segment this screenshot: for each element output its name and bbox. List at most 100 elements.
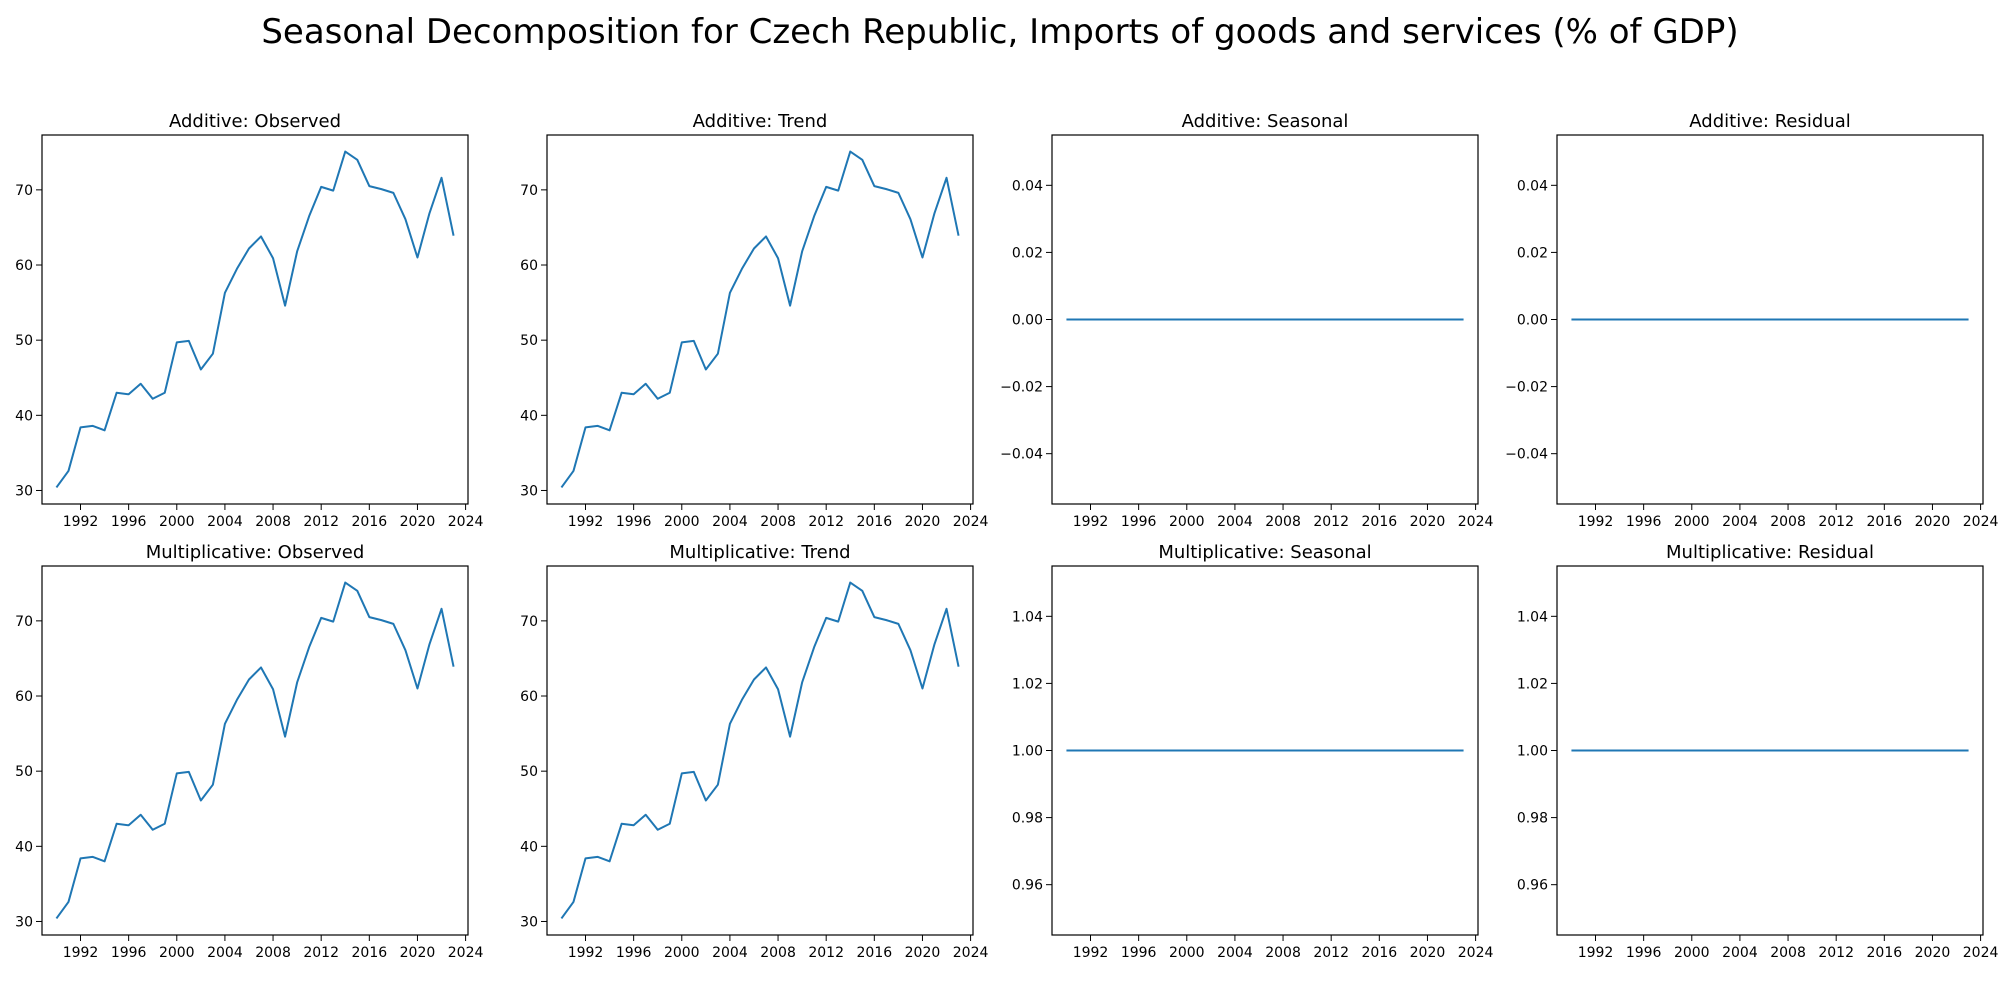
- x-tick-label: 2012: [808, 945, 844, 961]
- axes-frame: [546, 134, 974, 505]
- x-tick-label: 2012: [1313, 945, 1349, 961]
- subplot-title: Additive: Trend: [693, 111, 828, 132]
- y-tick-label: 1.00: [1012, 744, 1043, 760]
- x-tick-label: 2000: [664, 945, 700, 961]
- x-tick-label: 2016: [1867, 945, 1903, 961]
- series-line: [560, 150, 960, 489]
- x-tick-label: 2020: [1410, 945, 1446, 961]
- subplot-title: Multiplicative: Trend: [669, 542, 850, 563]
- x-tick-label: 2008: [255, 514, 291, 530]
- x-tick-label: 2004: [1722, 514, 1758, 530]
- subplot-6: Multiplicative: Trend 1992 1996 2000 2004 200…: [520, 542, 988, 961]
- x-tick-label: 2020: [400, 514, 436, 530]
- y-tick-label: 60: [520, 258, 538, 274]
- subplot-8: Multiplicative: Residual 1992 1996 2000 2004…: [1517, 542, 1999, 961]
- subplot-title: Additive: Seasonal: [1182, 111, 1349, 132]
- x-tick-label: 1992: [1073, 514, 1109, 530]
- y-tick-label: 50: [15, 333, 33, 349]
- y-tick-label: 30: [15, 914, 33, 930]
- x-tick-label: 2016: [1362, 514, 1398, 530]
- y-tick-label: 0.98: [1517, 811, 1548, 827]
- x-tick-label: 2024: [953, 514, 989, 530]
- y-tick-label: 50: [520, 333, 538, 349]
- y-tick-label: 70: [520, 183, 538, 199]
- y-tick-label: 0.04: [1012, 178, 1043, 194]
- x-tick-label: 1996: [616, 514, 652, 530]
- x-tick-label: 2004: [712, 514, 748, 530]
- x-tick-label: 2000: [159, 514, 195, 530]
- y-tick-label: 1.02: [1517, 676, 1548, 692]
- subplot-5: Multiplicative: Observed 1992 1996 2000 2004…: [15, 542, 483, 961]
- x-tick-label: 1992: [568, 514, 604, 530]
- x-tick-label: 2004: [207, 514, 243, 530]
- y-tick-label: 1.04: [1012, 609, 1043, 625]
- x-tick-label: 2008: [255, 945, 291, 961]
- x-tick-label: 2016: [352, 945, 388, 961]
- subplot-2: Additive: Trend 1992 1996 2000 2004 2008 2012 2…: [520, 111, 988, 530]
- x-tick-label: 2024: [1963, 514, 1999, 530]
- x-tick-label: 2020: [1915, 945, 1951, 961]
- x-tick-label: 2008: [1265, 514, 1301, 530]
- x-tick-label: 2000: [664, 514, 700, 530]
- subplot-3: Additive: Seasonal 1992 1996 2000 2004 2008 20…: [1000, 111, 1493, 530]
- x-tick-label: 1992: [568, 945, 604, 961]
- y-tick-label: 60: [15, 689, 33, 705]
- y-tick-label: 0.00: [1517, 313, 1548, 329]
- y-tick-label: 1.04: [1517, 609, 1548, 625]
- x-tick-label: 2004: [1217, 945, 1253, 961]
- y-tick-label: 70: [15, 614, 33, 630]
- x-tick-label: 2008: [760, 945, 796, 961]
- x-tick-label: 2000: [1674, 945, 1710, 961]
- y-tick-label: 30: [15, 483, 33, 499]
- x-tick-label: 2012: [1313, 514, 1349, 530]
- x-tick-label: 2004: [207, 945, 243, 961]
- x-tick-label: 2016: [857, 945, 893, 961]
- y-tick-label: 50: [520, 764, 538, 780]
- y-tick-label: 0.96: [1517, 878, 1548, 894]
- x-tick-label: 2016: [857, 514, 893, 530]
- series-line: [55, 581, 455, 920]
- y-tick-label: −0.02: [1505, 380, 1548, 396]
- y-tick-label: 40: [520, 839, 538, 855]
- subplot-title: Additive: Observed: [169, 111, 341, 132]
- y-tick-label: 40: [15, 408, 33, 424]
- x-tick-label: 2012: [1818, 945, 1854, 961]
- x-tick-label: 2024: [1458, 514, 1494, 530]
- x-tick-label: 2004: [1217, 514, 1253, 530]
- y-tick-label: 0.98: [1012, 811, 1043, 827]
- x-tick-label: 2000: [1169, 514, 1205, 530]
- x-tick-label: 1996: [1121, 514, 1157, 530]
- subplot-1: Additive: Observed 1992 1996 2000 2004 2008 20…: [15, 111, 483, 530]
- x-tick-label: 2008: [1265, 945, 1301, 961]
- x-tick-label: 1996: [1626, 945, 1662, 961]
- y-tick-label: 0.96: [1012, 878, 1043, 894]
- x-tick-label: 1992: [1578, 945, 1614, 961]
- axes-frame: [546, 565, 974, 936]
- x-tick-label: 2020: [905, 514, 941, 530]
- y-tick-label: 50: [15, 764, 33, 780]
- x-tick-label: 2020: [400, 945, 436, 961]
- x-tick-label: 1996: [111, 514, 147, 530]
- x-tick-label: 2024: [1963, 945, 1999, 961]
- y-tick-label: −0.02: [1000, 380, 1043, 396]
- x-tick-label: 2020: [905, 945, 941, 961]
- y-tick-label: 30: [520, 914, 538, 930]
- subplot-title: Multiplicative: Residual: [1666, 542, 1874, 563]
- subplot-title: Multiplicative: Seasonal: [1158, 542, 1371, 563]
- y-tick-label: 60: [520, 689, 538, 705]
- x-tick-label: 2012: [303, 514, 339, 530]
- y-tick-label: 60: [15, 258, 33, 274]
- x-tick-label: 2020: [1410, 514, 1446, 530]
- x-tick-label: 2008: [760, 514, 796, 530]
- y-tick-label: −0.04: [1505, 447, 1548, 463]
- y-tick-label: −0.04: [1000, 447, 1043, 463]
- x-tick-label: 2024: [953, 945, 989, 961]
- subplot-title: Multiplicative: Observed: [146, 542, 365, 563]
- x-tick-label: 2016: [352, 514, 388, 530]
- axes-frame: [41, 565, 469, 936]
- x-tick-label: 2004: [1722, 945, 1758, 961]
- x-tick-label: 2012: [808, 514, 844, 530]
- x-tick-label: 1996: [111, 945, 147, 961]
- subplot-7: Multiplicative: Seasonal 1992 1996 2000 2004…: [1012, 542, 1494, 961]
